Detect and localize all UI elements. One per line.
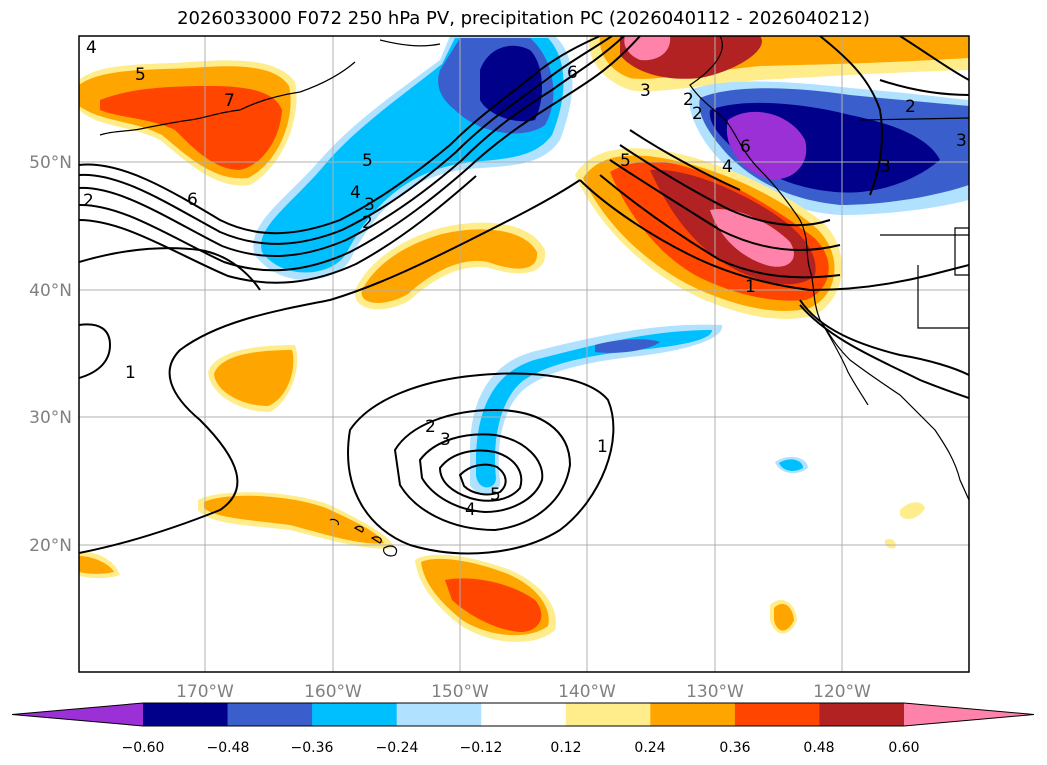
contour-label: 2: [692, 104, 703, 124]
pv-contours: [79, 36, 969, 555]
contour-label: 3: [880, 157, 891, 177]
colorbar-swatch: [396, 703, 482, 726]
colorbar: [11, 702, 1035, 727]
colorbar-swatch: [565, 703, 651, 726]
lon-tick-label: 140°W: [558, 682, 616, 702]
lat-tick-labels: 50°N 40°N 30°N 20°N: [29, 153, 72, 556]
lat-tick-label: 20°N: [29, 536, 72, 556]
contour-label: 1: [125, 363, 136, 383]
colorbar-tick-label: 0.24: [634, 740, 665, 756]
lon-tick-label: 150°W: [431, 682, 489, 702]
contour-label: 5: [490, 485, 501, 505]
lon-tick-label: 130°W: [686, 682, 744, 702]
contour-label: 4: [465, 500, 476, 520]
contour-label: 4: [722, 157, 733, 177]
lon-tick-labels: 170°W 160°W 150°W 140°W 130°W 120°W: [176, 682, 871, 702]
colorbar-tick-label: 0.36: [719, 740, 750, 756]
contour-label: 6: [187, 190, 198, 210]
contour-label: 2: [362, 213, 373, 233]
contour-label: 5: [620, 151, 631, 171]
contour-label: 2: [83, 191, 94, 211]
colorbar-extend-max: [904, 703, 1034, 726]
map-title: 2026033000 F072 250 hPa PV, precipitatio…: [177, 8, 870, 29]
colorbar-swatch: [227, 703, 313, 726]
colorbar-swatch: [650, 703, 736, 726]
lon-tick-label: 170°W: [176, 682, 234, 702]
contour-labels: 4 5 7 6 5 4 3 2 6 5 6 4 3 2 2 3 1 1 2 3 …: [83, 38, 967, 520]
contour-label: 6: [567, 63, 578, 83]
contour-label: 3: [440, 430, 451, 450]
contour-label: 4: [350, 183, 361, 203]
lat-tick-label: 30°N: [29, 408, 72, 428]
colorbar-swatch: [312, 703, 398, 726]
contour-label: 3: [640, 81, 651, 101]
colorbar-extend-min: [12, 703, 143, 726]
colorbar-swatch: [734, 703, 820, 726]
contour-label: 2: [425, 417, 436, 437]
colorbar-tick-label: 0.48: [803, 740, 834, 756]
lat-tick-label: 50°N: [29, 153, 72, 173]
colorbar-tick-label: −0.48: [207, 740, 250, 756]
contour-label: 3: [364, 195, 375, 215]
colorbar-tick-label: −0.24: [376, 740, 419, 756]
colorbar-swatch: [481, 703, 567, 726]
coastlines: [99, 36, 969, 557]
colorbar-tick-label: 0.12: [550, 740, 581, 756]
colorbar-tick-label: −0.60: [122, 740, 165, 756]
contour-label: 1: [597, 437, 608, 457]
contour-label: 4: [86, 38, 97, 58]
lat-tick-label: 40°N: [29, 281, 72, 301]
colorbar-swatch: [819, 703, 905, 726]
lon-tick-label: 160°W: [304, 682, 362, 702]
contour-label: 5: [135, 65, 146, 85]
contour-label: 2: [683, 90, 694, 110]
gridlines: [79, 36, 969, 672]
map-frame: [78, 35, 970, 673]
contour-label: 1: [745, 277, 756, 297]
colorbar-labels: −0.60 −0.48 −0.36 −0.24 −0.12 0.12 0.24 …: [122, 740, 920, 756]
colorbar-tick-label: −0.12: [460, 740, 503, 756]
contour-label: 3: [956, 131, 967, 151]
contour-label: 6: [740, 137, 751, 157]
colorbar-swatch: [143, 703, 229, 726]
contour-label: 5: [362, 151, 373, 171]
colorbar-tick-label: −0.36: [291, 740, 334, 756]
contour-label: 7: [224, 91, 235, 111]
colorbar-outline: [11, 702, 1035, 727]
lon-tick-label: 120°W: [813, 682, 871, 702]
contour-label: 2: [905, 97, 916, 117]
colorbar-tick-label: 0.60: [888, 740, 919, 756]
